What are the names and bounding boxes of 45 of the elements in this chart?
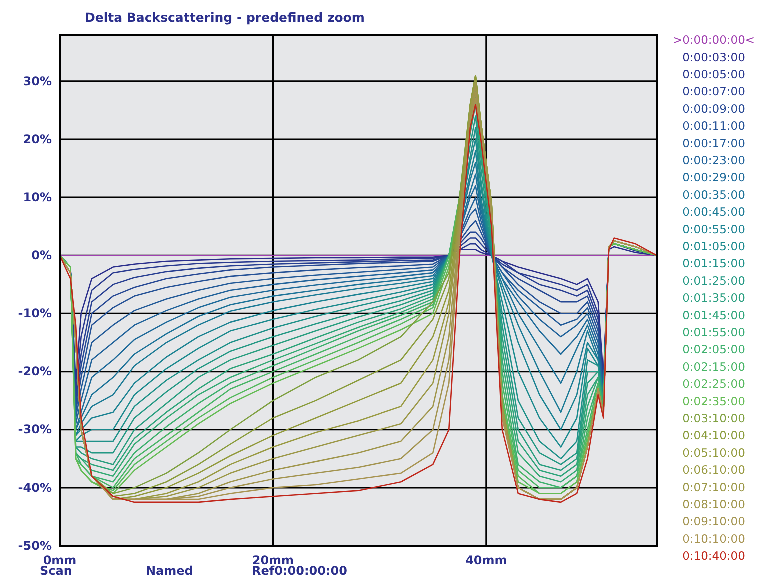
y-tick-label: -10% bbox=[18, 306, 52, 321]
text: 0:03:10:00 bbox=[682, 412, 746, 426]
text: 0:02:35:00 bbox=[682, 394, 746, 408]
text: 0:00:17:00 bbox=[682, 136, 746, 150]
text: 0:00:07:00 bbox=[682, 84, 746, 99]
y-tick-label: 20% bbox=[23, 132, 52, 146]
text: 0:02:15:00 bbox=[682, 360, 746, 374]
text: 0:02:05:00 bbox=[682, 342, 746, 357]
x-tick-label: 40mm bbox=[466, 554, 508, 568]
text: Named bbox=[146, 564, 194, 578]
text: 0:00:09:00 bbox=[682, 102, 746, 116]
text: 0:00:23:00 bbox=[682, 154, 746, 168]
y-tick-label: 0% bbox=[32, 248, 52, 262]
text: Scan bbox=[40, 564, 72, 578]
text: 0:00:05:00 bbox=[682, 68, 746, 82]
text: 0:01:25:00 bbox=[682, 274, 746, 288]
text: 0:08:10:00 bbox=[682, 498, 746, 512]
text: 0:06:10:00 bbox=[682, 463, 746, 478]
text: 0:01:15:00 bbox=[682, 256, 746, 271]
text: 0:00:03:00 bbox=[682, 50, 746, 64]
text: 0:00:29:00 bbox=[682, 170, 746, 185]
text: 0:00:11:00 bbox=[682, 119, 746, 134]
text: 0:01:45:00 bbox=[682, 308, 746, 322]
text: 0:00:55:00 bbox=[682, 222, 746, 236]
y-tick-label: 10% bbox=[23, 190, 52, 204]
chart-title: Delta Backscattering - predefined zoom bbox=[85, 10, 365, 25]
y-tick-label: 30% bbox=[23, 74, 52, 88]
text: 0:00:45:00 bbox=[682, 205, 746, 220]
text: 0:01:35:00 bbox=[682, 291, 746, 306]
text: 0:09:10:00 bbox=[682, 514, 746, 529]
text: 0:00:35:00 bbox=[682, 188, 746, 202]
text: >0:00:00:00< bbox=[672, 33, 756, 48]
text: 0:04:10:00 bbox=[682, 428, 746, 443]
text: 0:07:10:00 bbox=[682, 480, 746, 494]
text: 0:05:10:00 bbox=[682, 446, 746, 460]
text: Ref0:00:00:00 bbox=[252, 564, 348, 578]
text: 0:01:55:00 bbox=[682, 326, 746, 340]
text: 0:02:25:00 bbox=[682, 377, 746, 392]
y-tick-label: -50% bbox=[18, 538, 52, 553]
text: 0:10:40:00 bbox=[682, 549, 746, 564]
text: 0:10:10:00 bbox=[682, 532, 746, 546]
y-tick-label: -40% bbox=[18, 480, 52, 495]
y-tick-label: -30% bbox=[18, 422, 52, 437]
text: 0:01:05:00 bbox=[682, 240, 746, 254]
y-tick-label: -20% bbox=[18, 364, 52, 379]
